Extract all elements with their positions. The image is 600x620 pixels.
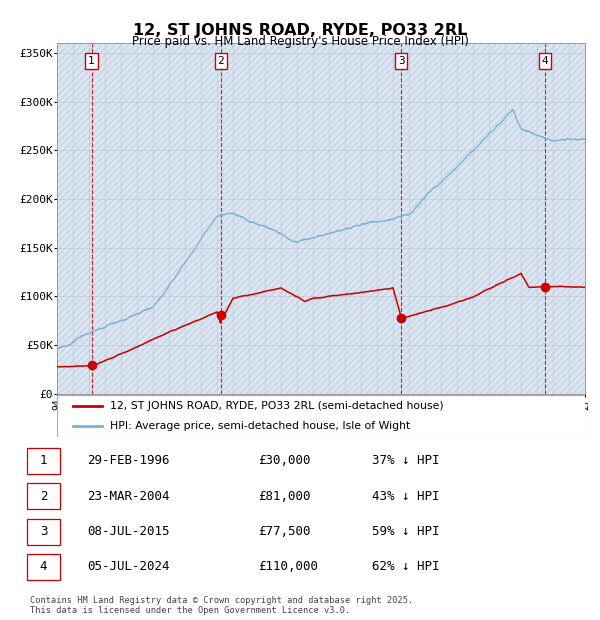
Text: £77,500: £77,500 [258, 525, 311, 538]
Text: 12, ST JOHNS ROAD, RYDE, PO33 2RL (semi-detached house): 12, ST JOHNS ROAD, RYDE, PO33 2RL (semi-… [110, 401, 443, 411]
Text: 62% ↓ HPI: 62% ↓ HPI [372, 560, 439, 574]
Text: HPI: Average price, semi-detached house, Isle of Wight: HPI: Average price, semi-detached house,… [110, 421, 410, 431]
Text: 59% ↓ HPI: 59% ↓ HPI [372, 525, 439, 538]
Text: 1: 1 [88, 56, 95, 66]
Text: £110,000: £110,000 [258, 560, 318, 574]
Text: 29-FEB-1996: 29-FEB-1996 [87, 454, 170, 467]
Text: 2: 2 [40, 490, 47, 503]
Text: £30,000: £30,000 [258, 454, 311, 467]
Text: 3: 3 [40, 525, 47, 538]
Text: Price paid vs. HM Land Registry's House Price Index (HPI): Price paid vs. HM Land Registry's House … [131, 35, 469, 48]
Text: 23-MAR-2004: 23-MAR-2004 [87, 490, 170, 503]
Text: Contains HM Land Registry data © Crown copyright and database right 2025.
This d: Contains HM Land Registry data © Crown c… [30, 596, 413, 615]
Text: 08-JUL-2015: 08-JUL-2015 [87, 525, 170, 538]
Text: 4: 4 [542, 56, 548, 66]
Text: 2: 2 [217, 56, 224, 66]
Text: 37% ↓ HPI: 37% ↓ HPI [372, 454, 439, 467]
Text: 3: 3 [398, 56, 404, 66]
Text: 1: 1 [40, 454, 47, 467]
Text: 12, ST JOHNS ROAD, RYDE, PO33 2RL: 12, ST JOHNS ROAD, RYDE, PO33 2RL [133, 23, 467, 38]
Text: 05-JUL-2024: 05-JUL-2024 [87, 560, 170, 574]
Text: 43% ↓ HPI: 43% ↓ HPI [372, 490, 439, 503]
Text: 4: 4 [40, 560, 47, 574]
Text: £81,000: £81,000 [258, 490, 311, 503]
